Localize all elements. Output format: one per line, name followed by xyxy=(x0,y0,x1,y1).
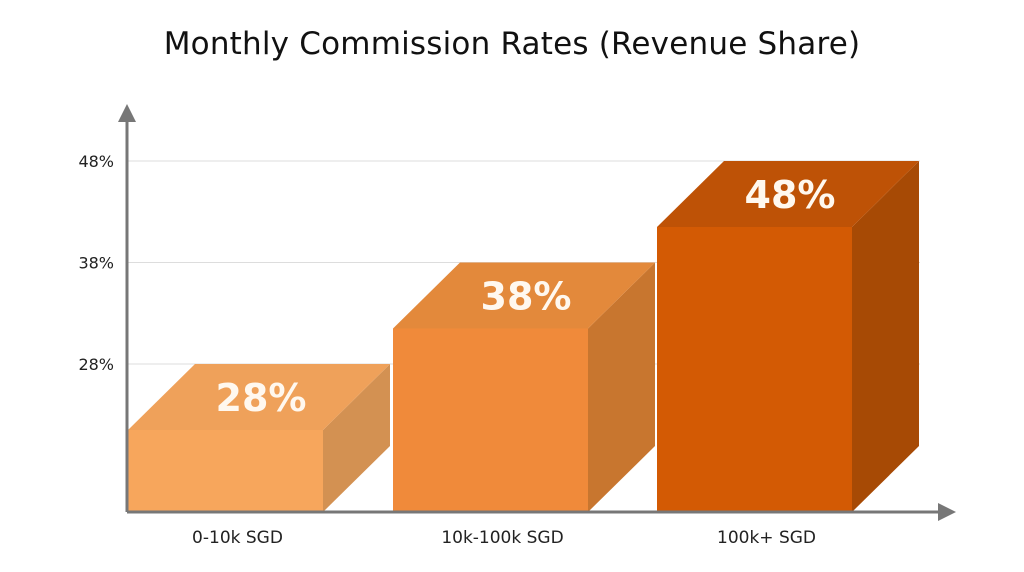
bar: 48% xyxy=(657,161,919,512)
axes xyxy=(118,104,956,521)
bar-side-face xyxy=(588,262,655,512)
x-category-label: 0-10k SGD xyxy=(192,528,283,548)
y-tick-label: 28% xyxy=(78,355,114,374)
bar-front-face xyxy=(128,430,323,512)
y-tick-label: 38% xyxy=(78,254,114,273)
bar-data-label: 38% xyxy=(481,275,572,319)
bar-top-face xyxy=(657,161,919,227)
bar-side-face xyxy=(852,161,919,512)
bar-front-face xyxy=(393,328,588,512)
bar-top-face xyxy=(393,262,655,329)
x-category-label: 100k+ SGD xyxy=(717,528,816,548)
bar: 28% xyxy=(128,364,390,512)
bar-data-label: 48% xyxy=(745,173,836,217)
y-tick-labels: 28% 38% 48% xyxy=(78,152,114,374)
x-category-label: 10k-100k SGD xyxy=(441,528,563,548)
bar-data-label: 28% xyxy=(216,376,307,420)
bar-front-face xyxy=(657,227,852,512)
bar-top-face xyxy=(128,364,390,430)
x-axis-arrow-icon xyxy=(938,503,956,521)
bar: 38% xyxy=(393,262,655,512)
bars: 28% 38% 48% xyxy=(128,161,919,512)
x-tick-labels: 0-10k SGD 10k-100k SGD 100k+ SGD xyxy=(192,528,816,548)
chart-title: Monthly Commission Rates (Revenue Share) xyxy=(163,26,861,62)
y-axis-arrow-icon xyxy=(118,104,136,122)
bar-side-face xyxy=(323,364,390,512)
y-tick-label: 48% xyxy=(78,152,114,171)
